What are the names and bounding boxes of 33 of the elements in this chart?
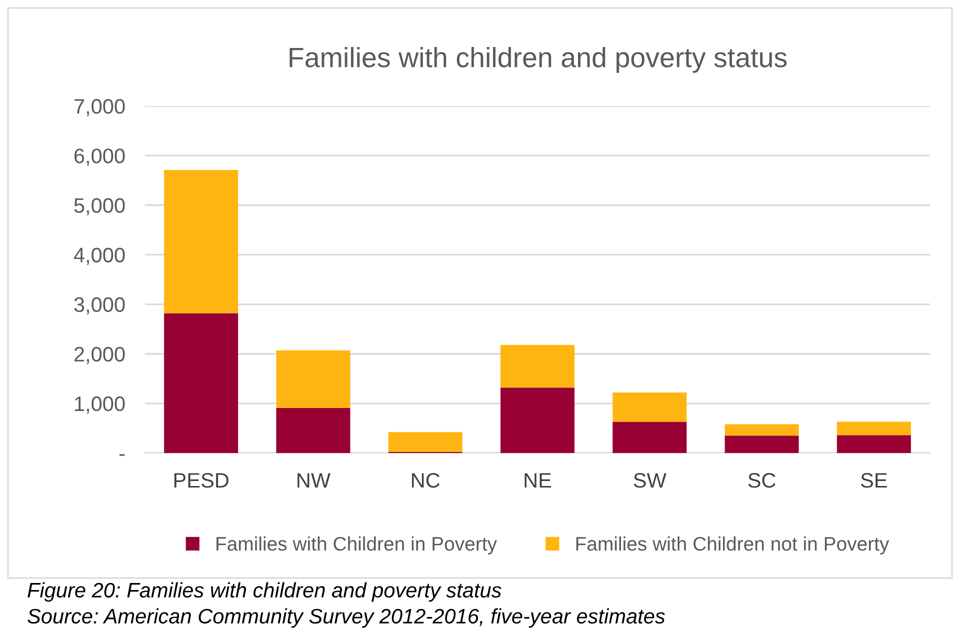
bar xyxy=(164,170,238,314)
x-tick-label: NW xyxy=(298,473,330,488)
bar xyxy=(612,422,687,453)
bar xyxy=(500,344,575,388)
y-tick-label: 2,000 xyxy=(74,346,125,364)
chart-title: Families with children and poverty status xyxy=(290,46,787,73)
bar xyxy=(612,392,687,422)
bar xyxy=(836,422,911,436)
bar xyxy=(388,432,462,452)
bar xyxy=(724,436,799,453)
bar xyxy=(500,388,575,453)
x-tick-label: SC xyxy=(748,472,776,488)
y-tick-label: 6,000 xyxy=(74,148,125,166)
x-tick-label: SE xyxy=(860,472,887,488)
y-tick-label: 5,000 xyxy=(74,198,125,216)
x-tick-label: NC xyxy=(412,472,440,488)
y-tick-label: 7,000 xyxy=(74,99,125,116)
x-tick-label: PESD xyxy=(174,472,228,488)
x-tick-label: SW xyxy=(634,472,666,488)
bar xyxy=(724,424,799,436)
bar xyxy=(164,313,238,453)
legend-label: Families with Children in Poverty xyxy=(216,536,497,555)
y-tick-label: 1,000 xyxy=(75,396,125,414)
caption: Figure 20: Families with children and poverty status xyxy=(28,582,502,602)
legend-label: Families with Children not in Poverty xyxy=(576,536,890,555)
bar xyxy=(276,408,350,453)
source-note: Source: American Community Survey 2012-2016, five-year estimates xyxy=(28,608,665,628)
bar xyxy=(836,435,911,453)
bar xyxy=(276,350,350,408)
y-tick-label: 4,000 xyxy=(74,248,125,265)
x-tick-label: NE xyxy=(524,473,552,488)
y-tick-label: - xyxy=(120,454,125,456)
y-tick-label: 3,000 xyxy=(74,297,125,314)
